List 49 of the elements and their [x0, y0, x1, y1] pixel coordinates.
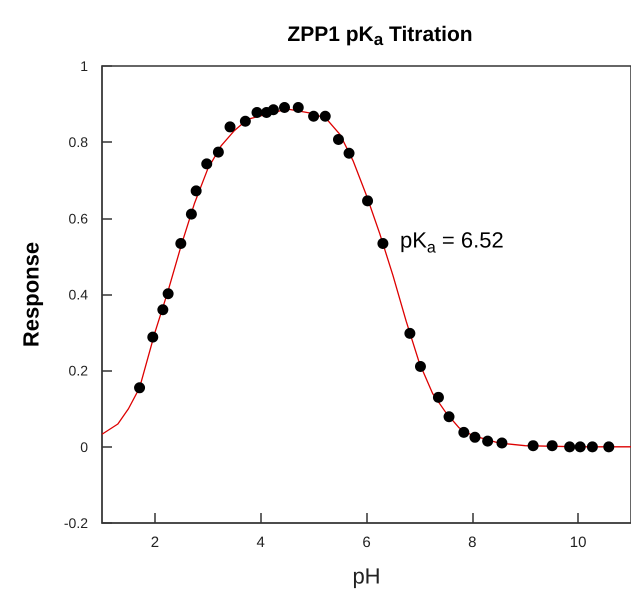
y-tick-label: 0.4 — [68, 286, 88, 302]
x-tick-label: 2 — [150, 534, 160, 551]
point — [482, 436, 494, 447]
point — [362, 195, 374, 206]
point — [320, 110, 331, 122]
point — [444, 411, 455, 422]
y-tick-label: 0.8 — [68, 134, 88, 150]
point — [308, 110, 320, 122]
point — [496, 438, 508, 449]
y-axis-title: Response — [18, 242, 44, 348]
point — [190, 185, 202, 196]
x-tick-label: 4 — [256, 534, 265, 551]
point — [268, 104, 279, 116]
y-tick-label: 0.2 — [68, 362, 88, 379]
y-tick-label: 0.6 — [68, 210, 88, 226]
point — [574, 441, 586, 452]
point — [458, 426, 470, 438]
point — [157, 304, 168, 316]
point — [469, 432, 480, 443]
point — [201, 158, 212, 170]
point — [252, 106, 262, 118]
point — [404, 328, 416, 339]
point — [603, 441, 614, 452]
x-tick-label: 8 — [468, 534, 476, 551]
point — [344, 148, 355, 159]
point — [279, 102, 290, 114]
x-tick-label: 6 — [362, 534, 371, 551]
point — [564, 441, 576, 452]
x-axis-title: pH — [352, 564, 381, 588]
y-tick-label: 1 — [80, 58, 88, 74]
point — [377, 238, 388, 249]
point — [292, 102, 304, 114]
point — [546, 440, 558, 452]
x-tick-label: 10 — [570, 534, 586, 551]
point — [134, 382, 146, 394]
point — [186, 208, 197, 220]
point — [432, 392, 444, 403]
point — [147, 332, 158, 343]
point — [162, 288, 174, 300]
point — [224, 121, 236, 132]
point — [586, 441, 598, 452]
point — [528, 440, 539, 452]
point — [175, 238, 186, 249]
point — [240, 116, 251, 127]
point — [414, 360, 426, 372]
y-tick-label: -0.2 — [64, 515, 88, 531]
y-tick-label: 0 — [80, 438, 88, 455]
point — [212, 146, 224, 158]
point — [332, 134, 344, 145]
